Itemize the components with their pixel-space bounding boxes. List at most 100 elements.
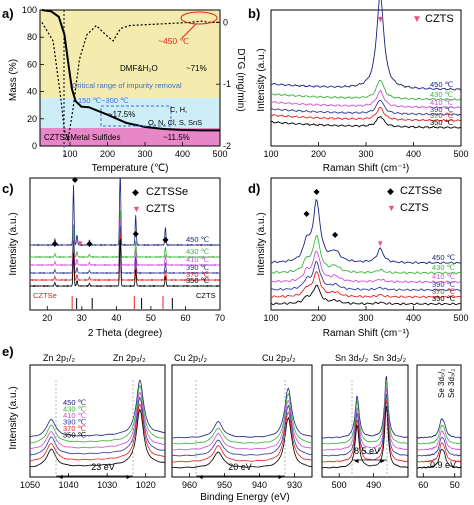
d-series-line (270, 235, 462, 275)
czts-ref-label: CZTS (196, 291, 216, 300)
panel-a-letter: a) (2, 6, 14, 21)
panel-a-ylabel: Mass (%) (8, 59, 19, 101)
czts-marker-legend-c: ▼ (132, 204, 141, 214)
c-series-line (29, 218, 220, 267)
zn-split-arrow-head-left: ◄ (57, 474, 64, 481)
panel-d-letter: d) (248, 181, 260, 196)
czt-se-ref-label: CZTSe (33, 291, 57, 300)
panel-b-letter: b) (248, 6, 260, 21)
band-dmf-lower (40, 28, 220, 98)
a-ytick-label: 100 (22, 5, 37, 15)
c-series-line (29, 233, 221, 282)
zn-half-label: Zn 2p₁/₂ (43, 353, 76, 363)
critical-range-box (100, 105, 172, 127)
zn-split-label: 23 eV (91, 462, 115, 472)
peak-circle (180, 11, 218, 25)
c-series-label: 450 ℃ (186, 235, 210, 244)
panel-a-y2label: DTG (mg/min) (235, 48, 246, 111)
a-ytick-label: 20 (27, 114, 37, 124)
e-series-line (29, 384, 166, 444)
d-czts-peak-marker: ▼ (376, 239, 384, 248)
e-series-line (321, 406, 409, 469)
c-series-label: 430 ℃ (186, 247, 210, 256)
panel-c-xlabel: 2 Theta (degree) (88, 328, 162, 339)
panel-a-frame (39, 9, 221, 147)
e-xtick-label: 500 (332, 480, 347, 490)
se-split-label: 0.9 eV (430, 460, 456, 470)
d-series-label: 410 ℃ (432, 272, 456, 281)
panel-d-legend-1: CZTSSe (400, 185, 442, 197)
dmf-label: DMF&H₂O (120, 64, 158, 73)
band-sulfides (40, 128, 220, 146)
d-series-line (270, 260, 462, 292)
a-xtick-label: 100 (62, 149, 77, 159)
b-series-label: 350 ℃ (430, 118, 454, 127)
e-series-line (322, 381, 409, 445)
sn-52-label: Sn 3d₅/₂ (335, 353, 369, 363)
panel-c-legend-2: CZTS (146, 203, 175, 215)
e-series-line (29, 396, 166, 456)
d-czt-se-peak-marker: ◆ (332, 230, 339, 239)
sulfide-label: CZTS&Metal Sulfides (44, 133, 120, 142)
band-dmf (40, 10, 220, 28)
zn-32-label: Zn 2p₃/₂ (113, 353, 146, 363)
b-xtick-label: 500 (453, 149, 468, 159)
b-series-line (270, 79, 461, 101)
czts-peak-marker: ▼ (376, 14, 385, 24)
d-series-line (270, 271, 462, 299)
panel-a: a) 100 200 300 400 500 0 20 40 60 80 100 0 -1 -2 ~450… (2, 5, 246, 174)
a-y2tick-label: -1 (223, 79, 231, 89)
d-xtick-label: 200 (311, 313, 326, 323)
se-32-label: Se 3d₃/₂ (447, 369, 456, 399)
e-xtick-label: 490 (366, 480, 381, 490)
b-series-line (270, 116, 461, 129)
panel-e-ylabel: Intensity (a.u.) (8, 386, 19, 449)
b-series-label: 450 ℃ (430, 80, 454, 89)
peak-label: ~450 ℃ (158, 36, 190, 46)
c-czt-se-peak-marker: ◆ (86, 239, 93, 248)
e-xtick-label: 1040 (59, 480, 79, 490)
c-series-line (29, 225, 220, 275)
e-series-line (417, 436, 462, 457)
czt-se-marker-legend-d: ◆ (387, 186, 394, 196)
e-series-line (321, 393, 409, 457)
e-series-line (171, 387, 313, 439)
panel-e-letter: e) (2, 344, 14, 359)
e-series-line (29, 408, 166, 468)
e-series-line (416, 448, 462, 469)
e-series-label: 350 ℃ (63, 431, 87, 440)
e-series-line (172, 392, 313, 445)
e-xtick-label: 1050 (20, 480, 40, 490)
panel-b-xlabel: Raman Shift (cm⁻¹) (323, 163, 409, 174)
mass-curve (41, 9, 220, 132)
b-xtick-label: 200 (311, 149, 326, 159)
c-czt-se-peak-marker: ◆ (72, 175, 79, 184)
d-series-line (270, 284, 462, 306)
d-xtick-label: 500 (453, 313, 468, 323)
se-52-label: Se 3d₅/₂ (437, 369, 446, 398)
e-series-line (171, 411, 313, 463)
c-xtick-label: 40 (111, 313, 121, 323)
a-y2tick-label: -2 (223, 141, 231, 151)
c-czts-peak-marker: ▼ (76, 239, 84, 248)
e-series-line (321, 399, 409, 463)
d-series-label: 390 ℃ (432, 280, 456, 289)
d-series-label: 430 ℃ (432, 263, 456, 272)
czts-marker-legend: ▼ (412, 14, 422, 25)
c-series-label: 370 ℃ (186, 270, 210, 279)
c-xtick-label: 30 (77, 313, 87, 323)
a-xtick-label: 300 (137, 149, 152, 159)
critical-range-label: Critical range of impurity removal (72, 81, 182, 90)
critical-range-temps: 150 ℃~300 ℃ (78, 96, 129, 105)
c-xtick-label: 50 (146, 313, 156, 323)
e-xtick-label: 1030 (97, 480, 117, 490)
cu-split-arrow-head-left: ◄ (197, 474, 204, 481)
b-series-line (270, 100, 461, 117)
d-xtick-label: 300 (358, 313, 373, 323)
d-series-label: 450 ℃ (432, 253, 456, 262)
e-series-line (172, 399, 313, 451)
c-czt-se-peak-marker: ◆ (52, 239, 59, 248)
